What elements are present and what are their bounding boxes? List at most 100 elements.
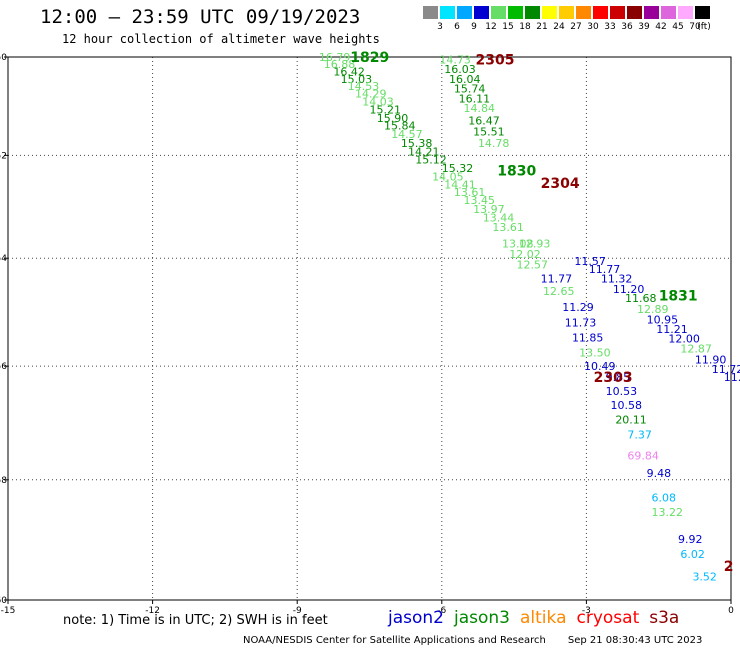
wave-height-value: 15.51 (473, 125, 505, 138)
wave-height-value: 11.77 (541, 272, 573, 285)
colorbar-swatch (525, 6, 541, 19)
wave-height-value: 14.21 (408, 145, 440, 158)
legend-altika: altika (520, 608, 567, 628)
wave-height-value: 11.90 (695, 354, 727, 367)
pass-time-label: 1830 (497, 163, 536, 179)
lat-tick-label: -52 (0, 151, 7, 161)
units-note: note: 1) Time is in UTC; 2) SWH is in fe… (63, 613, 328, 628)
map-frame (7, 56, 732, 601)
map-grid (8, 57, 731, 600)
wave-height-value: 14.03 (362, 96, 394, 109)
footer: NOAA/NESDIS Center for Satellite Applica… (243, 635, 702, 646)
wave-height-value: 10.53 (606, 385, 638, 398)
wave-height-value: 15.32 (442, 162, 474, 175)
legend-jason2: jason2 (388, 608, 444, 628)
colorbar-label: 24 (553, 22, 565, 32)
lat-tick-label: -54 (0, 254, 7, 264)
colorbar-label: 12 (485, 22, 497, 32)
colorbar-swatch (627, 6, 643, 19)
wave-height-value: 6.08 (651, 491, 676, 504)
wave-height-value: 13.61 (454, 186, 486, 199)
wave-height-value: 16.03 (444, 63, 476, 76)
colorbar-label: 3 (437, 22, 443, 32)
colorbar-label: 6 (454, 22, 460, 32)
lon-tick-label: -9 (293, 606, 302, 616)
satellite-legend: jason2 jason3 altika cryosat s3a (388, 608, 689, 628)
lon-tick-label: 0 (728, 606, 734, 616)
colorbar-label: 70 (689, 22, 701, 32)
wave-height-value: 16.88 (324, 58, 356, 71)
colorbar-swatch (644, 6, 660, 19)
wave-height-value: 11.73 (565, 316, 597, 329)
wave-height-value: 10.95 (647, 314, 679, 327)
pass-time-label: 2 (724, 559, 734, 575)
wave-height-value: 12.65 (543, 285, 575, 298)
pass-time-label: 2304 (541, 176, 580, 192)
colorbar-swatch (474, 6, 490, 19)
wave-height-value: 15.38 (401, 137, 433, 150)
wave-height-value: 14.53 (348, 80, 380, 93)
legend-jason3: jason3 (454, 608, 510, 628)
wave-height-value: 16.42 (333, 65, 365, 78)
pass-labels: 1829 2305 1830 2304 1831 2303 2 (350, 50, 733, 575)
wave-height-value: 16.47 (468, 114, 500, 127)
wave-height-value: 11.32 (601, 272, 633, 285)
wave-height-value: 14.29 (355, 87, 387, 100)
wave-height-value: 15.74 (454, 83, 486, 96)
lon-tick-label: -15 (1, 606, 16, 616)
lat-tick-label: -60 (0, 596, 7, 606)
wave-height-value: 12.02 (509, 248, 541, 261)
wave-height-value: 15.03 (341, 73, 373, 86)
wave-height-value: 16.11 (459, 92, 491, 105)
colorbar-swatch (423, 6, 439, 19)
pass-time-label: 2303 (594, 370, 633, 386)
wave-height-value: 15.84 (384, 119, 416, 132)
colorbar-label: 36 (621, 22, 633, 32)
wave-height-value: 10.58 (611, 399, 643, 412)
colorbar-swatch (508, 6, 524, 19)
wave-height-value: 11.77 (589, 263, 621, 276)
wave-height-value: 9.92 (678, 533, 703, 546)
wave-height-value: 13.08 (502, 238, 534, 251)
wave-height-value: 11.20 (613, 283, 645, 296)
observation-labels: 16.7916.8816.4215.0314.5314.2914.0315.21… (319, 51, 740, 584)
wave-height-value: 69.84 (627, 449, 659, 462)
wave-height-value: 14.78 (478, 137, 510, 150)
wave-height-value: 16.79 (319, 51, 351, 64)
wave-height-value: 14.57 (391, 128, 423, 141)
lat-tick-label: -58 (0, 476, 7, 486)
wave-height-value: 10.49 (584, 360, 616, 373)
colorbar-swatch (440, 6, 456, 19)
colorbar-swatch (678, 6, 694, 19)
colorbar-label: 33 (604, 22, 616, 32)
colorbar-swatch (491, 6, 507, 19)
colorbar-label: 18 (519, 22, 531, 32)
colorbar-label: 30 (587, 22, 599, 32)
colorbar-swatch (576, 6, 592, 19)
wave-height-value: 13.50 (579, 346, 611, 359)
wave-height-value: 12.89 (637, 303, 669, 316)
wave-height-value: 12.00 (668, 333, 700, 346)
wave-height-value: 11.21 (656, 323, 688, 336)
pass-time-label: 1829 (350, 50, 389, 66)
wave-height-value: 11.85 (572, 332, 604, 345)
wave-height-value: 6.02 (680, 548, 705, 561)
wave-height-value: 14.84 (463, 102, 495, 115)
wave-height-value: 9.85 (606, 371, 631, 384)
colorbar-swatch (695, 6, 711, 19)
map-title: 12:00 – 23:59 UTC 09/19/2023 (40, 6, 361, 28)
wave-height-value: 11. (724, 371, 740, 384)
pass-time-label: 2305 (476, 52, 515, 68)
footer-source: NOAA/NESDIS Center for Satellite Applica… (243, 635, 546, 646)
colorbar-swatch (542, 6, 558, 19)
lat-tick-label: -50 (0, 53, 7, 63)
wave-height-value: 14.73 (439, 53, 471, 66)
lon-tick-label: -3 (582, 606, 591, 616)
wave-height-value: 3.52 (692, 571, 717, 584)
colorbar-unit: (ft) (697, 22, 711, 32)
colorbar-swatch (559, 6, 575, 19)
legend-cryosat: cryosat (576, 608, 640, 628)
wave-height-value: 12.57 (517, 259, 549, 272)
map-subtitle: 12 hour collection of altimeter wave hei… (62, 32, 380, 46)
